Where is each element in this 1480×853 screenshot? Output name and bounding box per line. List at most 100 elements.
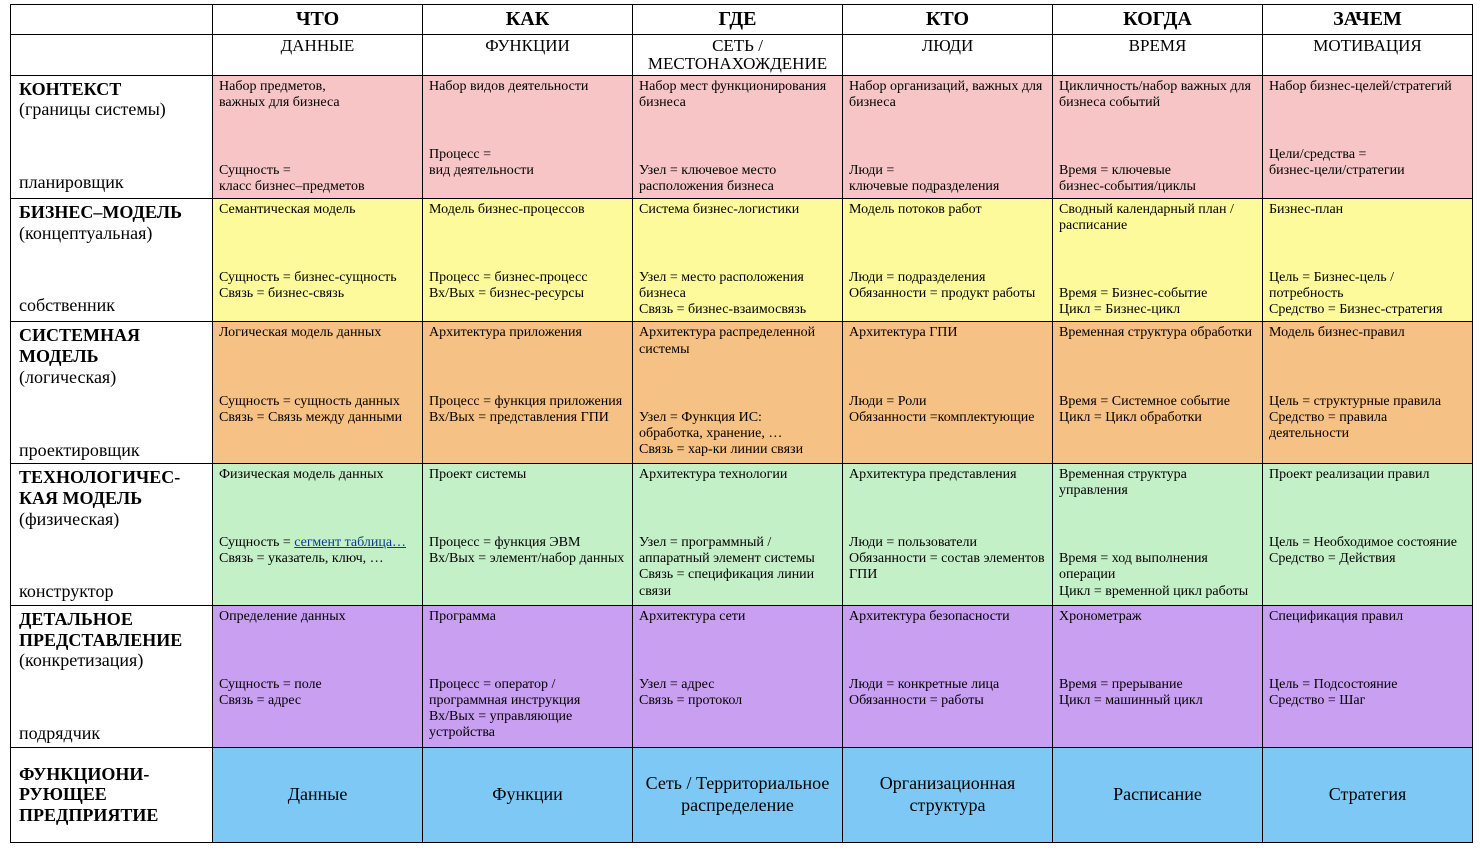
row-role: планировщик [19, 172, 124, 192]
cell-top: Физическая модель данных [219, 467, 417, 483]
cell-top: Временная структура управления [1059, 467, 1257, 499]
row-title: ДЕТАЛЬНОЕ ПРЕДСТАВЛЕНИЕ [19, 609, 182, 650]
cell-bottom: Узел = адресСвязь = протокол [639, 677, 837, 709]
col-motiv: МОТИВАЦИЯ [1263, 35, 1473, 76]
row-subtitle: (границы системы) [19, 99, 166, 119]
cell-bottom: Процесс = функция приложенияВх/Вых = пре… [429, 394, 627, 426]
cell: Сводный календарный план / расписаниеВре… [1053, 199, 1263, 322]
col-network: СЕТЬ / МЕСТОНАХОЖДЕНИЕ [633, 35, 843, 76]
cell-bottom: Процесс = оператор / программная инструк… [429, 677, 627, 741]
row-role: конструктор [19, 581, 113, 601]
cell-top: Набор бизнес-целей/стратегий [1269, 79, 1467, 95]
col-why: ЗАЧЕМ [1263, 5, 1473, 35]
cell-center: Сеть / Территориальное распределение [646, 773, 830, 815]
row-title: СИСТЕМНАЯ МОДЕЛЬ [19, 325, 140, 366]
cell-top: Архитектура безопасности [849, 609, 1047, 625]
col-time: ВРЕМЯ [1053, 35, 1263, 76]
cell: Стратегия [1263, 747, 1473, 842]
table-row: БИЗНЕС–МОДЕЛЬ(концептуальная)собственник… [11, 199, 1473, 322]
cell: Программа Процесс = оператор / программна… [423, 605, 633, 747]
corner-blank-2 [11, 35, 213, 76]
cell: Семантическая модельСущность = бизнес-су… [213, 199, 423, 322]
cell: Модель бизнес-процессовПроцесс = бизнес-… [423, 199, 633, 322]
cell: Набор мест функционирования бизнесаУзел … [633, 75, 843, 198]
row-header: БИЗНЕС–МОДЕЛЬ(концептуальная)собственник [11, 199, 213, 322]
row-header: ФУНКЦИОНИ-РУЮЩЕЕ ПРЕДПРИЯТИЕ [11, 747, 213, 842]
cell-center: Расписание [1113, 784, 1202, 804]
cell: Архитектура безопасности Люди = конкретны… [843, 605, 1053, 747]
cell-top: Временная структура обработки [1059, 325, 1257, 341]
cell-bottom: Сущность = сегмент таблица…Связь = указа… [219, 535, 417, 567]
cell: Проект реализации правилЦель = Необходим… [1263, 464, 1473, 606]
cell-top: Архитектура приложения [429, 325, 627, 341]
cell: Набор бизнес-целей/стратегий Цели/средств… [1263, 75, 1473, 198]
table-row: ДЕТАЛЬНОЕ ПРЕДСТАВЛЕНИЕ(конкретизация)по… [11, 605, 1473, 747]
cell: Функции [423, 747, 633, 842]
cell: Модель потоков работ Люди = подразделения… [843, 199, 1053, 322]
table-row: ФУНКЦИОНИ-РУЮЩЕЕ ПРЕДПРИЯТИЕДанные Функци… [11, 747, 1473, 842]
cell: Временная структура обработки Время = Сис… [1053, 322, 1263, 464]
cell: Набор организаций, важных для бизнесаЛюд… [843, 75, 1053, 198]
header-row-2: ДАННЫЕ ФУНКЦИИ СЕТЬ / МЕСТОНАХОЖДЕНИЕ ЛЮ… [11, 35, 1473, 76]
col-where: ГДЕ [633, 5, 843, 35]
cell-top: Определение данных [219, 609, 417, 625]
row-header: КОНТЕКСТ(границы системы)планировщик [11, 75, 213, 198]
cell-top: Модель бизнес-процессов [429, 202, 627, 218]
cell: Архитектура приложения Процесс = функция … [423, 322, 633, 464]
row-subtitle: (логическая) [19, 367, 116, 387]
cell-top: Сводный календарный план / расписание [1059, 202, 1257, 234]
cell-top: Программа [429, 609, 627, 625]
row-header: СИСТЕМНАЯ МОДЕЛЬ(логическая) проектировщи… [11, 322, 213, 464]
row-subtitle: (конкретизация) [19, 650, 143, 670]
cell-top: Проект реализации правил [1269, 467, 1467, 483]
cell: Модель бизнес-правилЦель = структурные п… [1263, 322, 1473, 464]
cell-center: Функции [492, 784, 563, 804]
cell: Архитектура сети Узел = адресСвязь = прот… [633, 605, 843, 747]
cell-bottom: Время = прерываниеЦикл = машинный цикл [1059, 677, 1257, 709]
cell: Проект системыПроцесс = функция ЭВМВх/Вы… [423, 464, 633, 606]
cell-bottom: Люди = пользователиОбязанности = состав … [849, 535, 1047, 583]
col-how: КАК [423, 5, 633, 35]
cell-top: Набор предметов,важных для бизнеса [219, 79, 417, 111]
cell-top: Архитектура распределенной системы [639, 325, 837, 357]
cell-top: Архитектура сети [639, 609, 837, 625]
cell: Данные [213, 747, 423, 842]
col-data: ДАННЫЕ [213, 35, 423, 76]
cell-top: Система бизнес-логистики [639, 202, 837, 218]
cell: Логическая модель данныхСущность = сущно… [213, 322, 423, 464]
header-row-1: ЧТО КАК ГДЕ КТО КОГДА ЗАЧЕМ [11, 5, 1473, 35]
col-people: ЛЮДИ [843, 35, 1053, 76]
row-subtitle: (физическая) [19, 509, 119, 529]
cell-bottom: Цели/средства =бизнес-цели/стратегии [1269, 147, 1467, 179]
table-row: ТЕХНОЛОГИЧЕС-КАЯ МОДЕЛЬ(физическая) конст… [11, 464, 1473, 606]
cell-center: Стратегия [1329, 784, 1407, 804]
row-role: проектировщик [19, 440, 140, 460]
cell: Набор предметов,важных для бизнеса Сущнос… [213, 75, 423, 198]
row-title: ТЕХНОЛОГИЧЕС-КАЯ МОДЕЛЬ [19, 467, 180, 508]
cell: Физическая модель данных Сущность = сегме… [213, 464, 423, 606]
cell-bottom: Процесс =вид деятельности [429, 147, 627, 179]
cell: Набор видов деятельности Процесс =вид дея… [423, 75, 633, 198]
cell-top: Модель бизнес-правил [1269, 325, 1467, 341]
col-what: ЧТО [213, 5, 423, 35]
cell-bottom: Люди = конкретные лицаОбязанности = рабо… [849, 677, 1047, 709]
cell: Архитектура ГПИЛюди = РолиОбязанности =к… [843, 322, 1053, 464]
row-header: ДЕТАЛЬНОЕ ПРЕДСТАВЛЕНИЕ(конкретизация)по… [11, 605, 213, 747]
row-title: БИЗНЕС–МОДЕЛЬ [19, 202, 182, 222]
cell-top: Модель потоков работ [849, 202, 1047, 218]
row-subtitle: (концептуальная) [19, 223, 152, 243]
cell-bottom: Люди = РолиОбязанности =комплектующие [849, 394, 1047, 426]
cell-bottom: Узел = программный / аппаратный элемент … [639, 535, 837, 599]
cell-bottom: Узел = Функция ИС:обработка, хранение, …… [639, 410, 837, 458]
cell-top: Логическая модель данных [219, 325, 417, 341]
cell-top: Архитектура представления [849, 467, 1047, 483]
cell-bottom: Сущность =класс бизнес–предметов [219, 163, 417, 195]
cell-top: Набор видов деятельности [429, 79, 627, 95]
cell-top: Проект системы [429, 467, 627, 483]
row-header: ТЕХНОЛОГИЧЕС-КАЯ МОДЕЛЬ(физическая) конст… [11, 464, 213, 606]
cell-bottom: Время = Системное событиеЦикл = Цикл обр… [1059, 394, 1257, 426]
cell: Архитектура распределенной системы Узел =… [633, 322, 843, 464]
col-when: КОГДА [1053, 5, 1263, 35]
cell-bottom: Люди = подразделенияОбязанности = продук… [849, 270, 1047, 302]
zachman-table: ЧТО КАК ГДЕ КТО КОГДА ЗАЧЕМ ДАННЫЕ ФУНКЦ… [10, 4, 1473, 843]
